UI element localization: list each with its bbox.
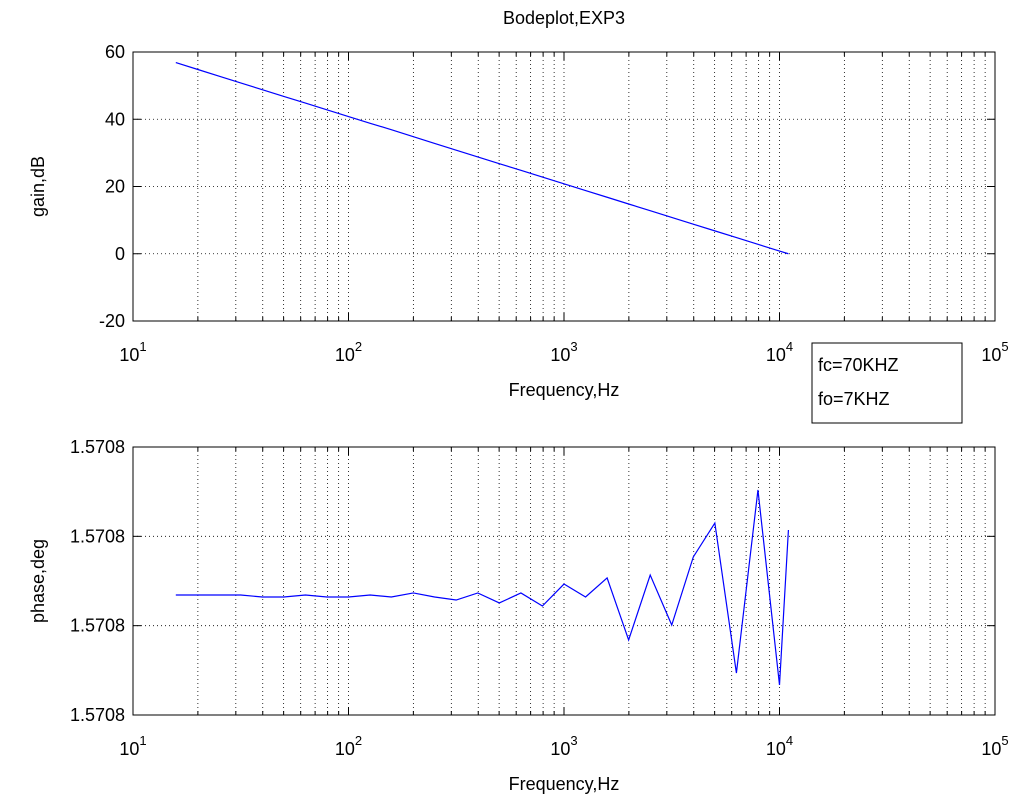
annotation: fc=70KHZ — [818, 355, 899, 375]
annotation-box — [811, 342, 963, 424]
y-tick-label: 1.5708 — [70, 616, 125, 636]
x-tick-base: 10 — [335, 345, 355, 365]
x-tick-label: 105 — [981, 339, 1008, 365]
x-tick-exponent: 4 — [786, 339, 793, 354]
x-tick-base: 10 — [981, 345, 1001, 365]
y-tick-label: 1.5708 — [70, 437, 125, 457]
x-tick-exponent: 1 — [139, 733, 146, 748]
y-tick-label: -20 — [99, 311, 125, 331]
y-tick-label: 0 — [115, 244, 125, 264]
x-tick-label: 101 — [119, 339, 146, 365]
x-tick-exponent: 2 — [355, 733, 362, 748]
x-tick-label: 104 — [766, 339, 793, 365]
y-tick-label: 60 — [105, 42, 125, 62]
x-tick-base: 10 — [550, 345, 570, 365]
x-tick-label: 102 — [335, 733, 362, 759]
y-tick-label: 1.5708 — [70, 705, 125, 725]
y-axis-label: phase,deg — [28, 539, 48, 623]
x-tick-label: 104 — [766, 733, 793, 759]
y-tick-label: 40 — [105, 109, 125, 129]
x-tick-exponent: 3 — [570, 733, 577, 748]
x-tick-label: 102 — [335, 339, 362, 365]
x-tick-exponent: 3 — [570, 339, 577, 354]
x-tick-label: 103 — [550, 733, 577, 759]
x-tick-base: 10 — [335, 739, 355, 759]
data-line — [175, 62, 789, 255]
annotation: fo=7KHZ — [818, 389, 890, 409]
x-axis-label: Frequency,Hz — [509, 774, 620, 794]
y-tick-label: 20 — [105, 177, 125, 197]
x-tick-exponent: 4 — [786, 733, 793, 748]
y-axis-label: gain,dB — [28, 156, 48, 217]
x-tick-base: 10 — [766, 345, 786, 365]
x-tick-base: 10 — [981, 739, 1001, 759]
x-tick-exponent: 5 — [1001, 339, 1008, 354]
axes-frame — [132, 51, 996, 322]
x-tick-base: 10 — [550, 739, 570, 759]
axes-frame — [132, 446, 996, 716]
x-tick-exponent: 2 — [355, 339, 362, 354]
x-tick-exponent: 5 — [1001, 733, 1008, 748]
x-tick-label: 103 — [550, 339, 577, 365]
y-tick-label: 1.5708 — [70, 526, 125, 546]
x-tick-label: 101 — [119, 733, 146, 759]
x-tick-base: 10 — [119, 739, 139, 759]
x-axis-label: Frequency,Hz — [509, 380, 620, 400]
x-tick-exponent: 1 — [139, 339, 146, 354]
chart-title: Bodeplot,EXP3 — [503, 8, 625, 28]
data-line — [175, 489, 790, 686]
x-tick-base: 10 — [119, 345, 139, 365]
x-tick-base: 10 — [766, 739, 786, 759]
x-tick-label: 105 — [981, 733, 1008, 759]
